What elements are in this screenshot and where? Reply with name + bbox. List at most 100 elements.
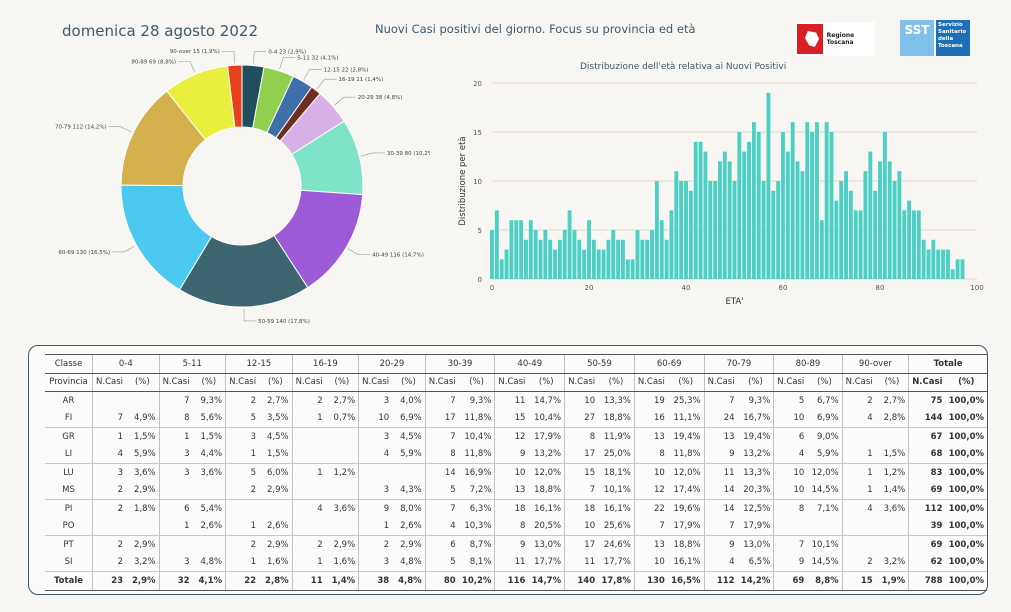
histogram-bar — [776, 181, 781, 279]
pct-cell — [325, 481, 359, 500]
pct-cell: 10,1% — [598, 481, 635, 500]
histogram-bar — [887, 161, 892, 279]
pct-cell: 100,0% — [945, 571, 987, 591]
donut-leader-line — [252, 51, 267, 64]
pct-cell: 4,4% — [192, 445, 226, 464]
pct-cell: 1,6% — [325, 553, 359, 572]
province-cell: PO — [45, 517, 93, 536]
province-cell: Totale — [45, 571, 93, 591]
pct-cell: 2,6% — [392, 517, 426, 536]
pct-cell: 17,7% — [528, 553, 565, 572]
table-row: LU 3 3,6% 3 3,6% 5 6,0% 1 1,2% 14 16,9% 10 12,0% 15 18… — [45, 463, 987, 482]
histogram-bar — [805, 122, 810, 279]
pct-cell: 18,8% — [673, 539, 701, 550]
pct-cell: 5,9% — [392, 445, 426, 464]
pct-cell: 6,7% — [817, 395, 839, 406]
subheader-ncasi: N.Casi — [358, 372, 393, 392]
age-class-header: 30-39 — [424, 354, 495, 374]
ncasi-cell: 68 — [908, 445, 946, 464]
histogram-bar — [596, 249, 601, 279]
ncasi-cell: 17 — [424, 409, 459, 428]
y-axis-label: Distribuzione per età — [458, 136, 468, 225]
pct-cell: 13,2% — [737, 445, 774, 464]
pct-cell: 5,9% — [126, 445, 160, 464]
pct-cell: 13,0% — [743, 539, 771, 550]
y-tick-label: 0 — [478, 276, 482, 284]
donut-slice-label: 90-over 15 (1,9%) — [170, 49, 220, 55]
pct-cell: 2,9% — [259, 481, 293, 500]
histogram-bar — [771, 190, 776, 279]
ncasi-cell: 7 — [703, 517, 738, 536]
table-row: MS 2 2,9% 2 2,9% 3 4,3% 5 7,2% 13 18,8% 7 10,1% 12 17,… — [45, 481, 987, 500]
pct-cell: 100,0% — [945, 481, 987, 500]
ncasi-cell: 4 — [424, 517, 459, 536]
pct-cell: 12,0% — [673, 467, 701, 478]
province-cell: LU — [63, 467, 74, 478]
ncasi-cell: 7 — [424, 391, 459, 410]
ncasi-cell: 15 — [841, 571, 876, 591]
x-tick-label: 80 — [876, 284, 885, 292]
ncasi-cell: 7 — [633, 517, 668, 536]
age-class-header: 50-59 — [564, 354, 635, 374]
pct-cell: 4,8% — [192, 553, 226, 572]
histogram-bar — [577, 239, 582, 279]
histogram-bar — [844, 171, 848, 279]
pct-cell: 2,9% — [133, 539, 156, 550]
histogram-bar — [567, 210, 572, 279]
ncasi-cell: 1 — [158, 517, 193, 536]
ncasi-cell — [92, 391, 127, 410]
donut-slice-label: 80-89 69 (8,8%) — [131, 59, 176, 65]
ncasi-cell: 5 — [225, 463, 260, 482]
ncasi-cell: 4 — [291, 499, 326, 518]
histogram-bar — [606, 239, 611, 279]
age-class-header: 90-over — [841, 354, 909, 374]
pct-cell: 2,7% — [267, 395, 289, 406]
ncasi-cell: 2 — [841, 553, 876, 572]
histogram-bar — [878, 161, 882, 279]
histogram-bar — [834, 200, 839, 279]
pct-cell: 17,7% — [598, 553, 635, 572]
ncasi-cell: 1 — [841, 481, 876, 500]
ncasi-cell — [841, 427, 876, 446]
subheader-ncasi: N.Casi — [908, 372, 946, 392]
province-cell: GR — [62, 431, 75, 442]
histogram-bar — [839, 181, 844, 279]
pct-cell: 17,4% — [667, 481, 705, 500]
histogram-bar — [708, 181, 713, 279]
histogram-bar — [669, 210, 674, 279]
pct-cell: 6,9% — [392, 409, 426, 428]
subheader-ncasi: N.Casi — [633, 372, 668, 392]
ncasi-cell: 12 — [633, 481, 668, 500]
ncasi-cell: 2 — [291, 535, 326, 554]
histogram-title: Distribuzione dell'età relativa ai Nuovi… — [580, 62, 787, 72]
ncasi-cell: 4 — [841, 499, 876, 518]
x-tick-label: 20 — [585, 284, 594, 292]
ncasi-cell — [158, 535, 193, 554]
pct-cell: 4,9% — [126, 409, 160, 428]
ncasi-cell: 10 — [358, 409, 393, 428]
histogram-bar — [630, 259, 635, 279]
y-tick-label: 20 — [473, 80, 482, 88]
histogram-bar — [897, 171, 902, 279]
histogram-bar — [800, 171, 805, 279]
age-donut-chart: 0-4 23 (2,9%)5-11 32 (4,1%) 12-15 22 (2,8… — [55, 49, 430, 325]
ncasi-cell — [291, 517, 326, 536]
histogram-bar — [790, 122, 795, 279]
pct-cell: 4,3% — [392, 481, 426, 500]
histogram-bar — [650, 230, 654, 279]
pct-cell: 16,1% — [603, 503, 631, 514]
pct-cell: 6,5% — [737, 553, 774, 572]
pct-cell: 5,9% — [807, 445, 843, 464]
pct-cell: 19,4% — [743, 431, 771, 442]
pct-cell: 13,3% — [603, 395, 631, 406]
ncasi-cell: 130 — [633, 571, 668, 591]
pct-cell: 18,8% — [528, 481, 565, 500]
ncasi-cell: 3 — [225, 427, 260, 446]
ncasi-cell: 7 — [92, 409, 127, 428]
histogram-bar — [635, 230, 640, 279]
ncasi-cell: 32 — [158, 571, 193, 591]
pct-cell: 100,0% — [948, 539, 984, 550]
donut-leader-line — [108, 126, 132, 133]
ncasi-cell: 4 — [841, 409, 876, 428]
pct-cell — [807, 517, 843, 536]
